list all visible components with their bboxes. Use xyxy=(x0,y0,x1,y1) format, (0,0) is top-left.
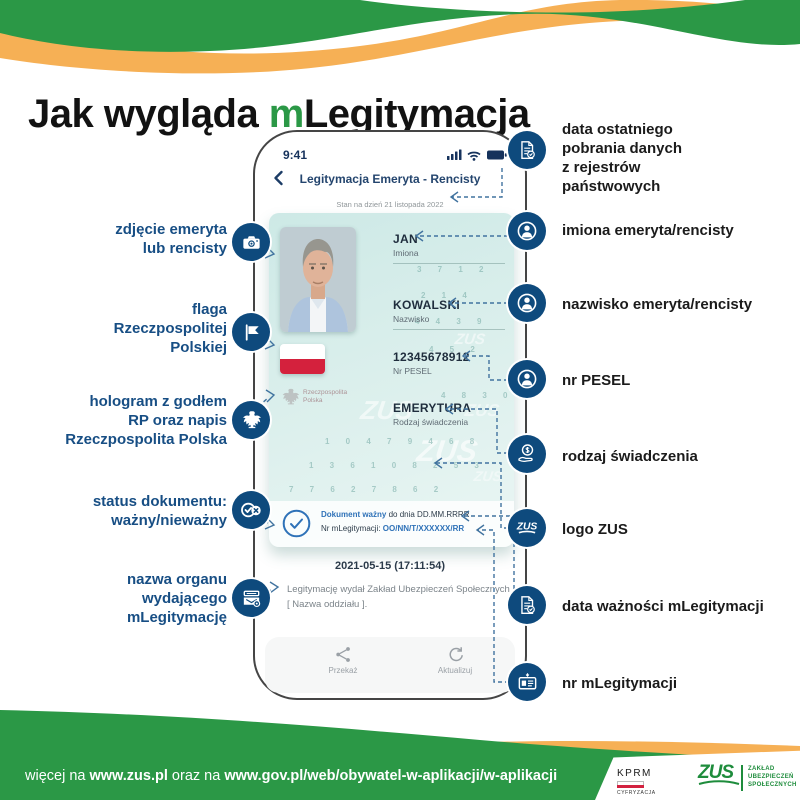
issuer-text: Legitymację wydał Zakład Ubezpieczeń Spo… xyxy=(287,584,510,610)
footer-oraz-text: oraz na xyxy=(167,768,225,784)
person-icon xyxy=(508,284,546,322)
status-bar-icons xyxy=(447,149,507,161)
security-digits: 4 5 2 xyxy=(429,345,482,354)
field-divider xyxy=(393,263,505,264)
label-logo-zus: logo ZUS xyxy=(562,521,628,538)
label-imiona: imiona emeryta/rencisty xyxy=(562,222,734,239)
przekaz-button[interactable]: Przekaż xyxy=(308,646,378,675)
kprm-logo: KPRM CYFRYZACJA xyxy=(617,768,656,796)
zus-logo-text: ZAKŁAD UBEZPIECZEŃ SPOŁECZNYCH xyxy=(748,766,797,788)
screen-title: Legitymacja Emeryta - Rencisty xyxy=(299,172,481,186)
field-rodzaj-swiadczenia: EMERYTURA Rodzaj świadczenia xyxy=(393,401,472,427)
refresh-icon xyxy=(449,647,463,662)
title-part1: Jak wygląda xyxy=(28,92,269,136)
footer-more-text: więcej na xyxy=(25,768,90,784)
zus-footer-wordmark: ZUS xyxy=(698,762,734,783)
label-rodzaj-swiadczenia: rodzaj świadczenia xyxy=(562,448,698,465)
document-check-icon xyxy=(508,586,546,624)
portrait-photo xyxy=(280,227,356,332)
security-digits: 1 3 6 1 0 8 2 5 3 xyxy=(309,461,486,470)
label-flag: flaga Rzeczpospolitej Polskiej xyxy=(113,301,227,356)
zus-footer-logo: ZUS ZAKŁAD UBEZPIECZEŃ SPOŁECZNYCH xyxy=(698,762,796,791)
gov-url: www.gov.pl/web/obywatel-w-aplikacji/w-ap… xyxy=(224,768,558,784)
holder-photo xyxy=(280,227,356,332)
zus-wordmark: ZUS xyxy=(516,522,538,533)
signal-icon xyxy=(447,149,462,160)
label-nazwisko: nazwisko emeryta/rencisty xyxy=(562,296,753,313)
title-m-green: m xyxy=(268,92,305,136)
eagle-icon xyxy=(232,401,270,439)
top-wave-decoration xyxy=(0,0,800,74)
timestamp: 2021-05-15 (17:11:54) xyxy=(334,560,446,572)
label-issuing-authority: nazwa organu wydającego mLegitymację xyxy=(126,571,227,626)
wifi-icon xyxy=(467,151,481,161)
field-pesel: 12345678912 Nr PESEL xyxy=(393,350,470,376)
valid-check-icon xyxy=(282,509,311,538)
issuer-icon xyxy=(232,579,270,617)
document-check-icon xyxy=(508,131,546,169)
security-digits: 4 8 3 0 xyxy=(441,391,514,400)
label-photo: zdjęcie emeryta lub rencisty xyxy=(115,221,227,257)
page-title: Jak wygląda mLegitymacja xyxy=(28,92,530,137)
battery-icon xyxy=(487,150,507,160)
label-data-pobrania: data ostatniego pobrania danych z rejestr… xyxy=(562,121,683,195)
benefit-icon xyxy=(508,435,546,473)
field-imiona: JAN Imiona xyxy=(393,232,419,258)
mlegitymacja-card: ZUS ZUS ZUS ZUS ZUS 3 7 1 2 2 1 4 4 4 3 … xyxy=(269,213,514,547)
zus-logo-divider xyxy=(741,765,743,791)
mlegitymacja-number-line: Nr mLegitymacji: OO/NN/T/XXXXXX/RR xyxy=(321,524,465,533)
zus-logo-icon: ZUS xyxy=(508,509,546,547)
security-digits: 3 7 1 2 xyxy=(417,265,491,274)
action-bar: Przekaż Aktualizuj xyxy=(265,637,515,693)
security-digits: 4 4 3 9 xyxy=(415,317,489,326)
footer-links: więcej na www.zus.pl oraz na www.gov.pl/… xyxy=(25,768,557,784)
label-data-waznosci: data ważności mLegitymacji xyxy=(562,598,764,615)
label-nr-mlegitymacji: nr mLegitymacji xyxy=(562,675,678,692)
flag-icon xyxy=(232,313,270,351)
kprm-wordmark: KPRM xyxy=(617,768,652,779)
person-icon xyxy=(508,212,546,250)
status-time: 9:41 xyxy=(283,148,308,162)
zus-url: www.zus.pl xyxy=(89,768,168,784)
security-digits: 7 7 6 2 7 8 6 2 xyxy=(289,485,446,494)
field-divider xyxy=(393,329,505,330)
hologram-text: Rzeczpospolita Polska xyxy=(303,389,348,404)
kprm-subtitle: CYFRYZACJA xyxy=(617,790,656,796)
aktualizuj-button[interactable]: Aktualizuj xyxy=(420,646,490,675)
security-digits: 2 1 4 xyxy=(421,291,474,300)
phone-mockup: 9:41 Legitymacja Emeryta - Rencisty Stan… xyxy=(253,130,527,700)
label-document-status: status dokumentu: ważny/nieważny xyxy=(92,493,227,529)
kprm-flag-bar xyxy=(617,781,644,788)
id-card-icon xyxy=(508,663,546,701)
back-button[interactable] xyxy=(270,169,288,187)
validity-panel: Dokument ważny do dnia DD.MM.RRRR Nr mLe… xyxy=(269,501,514,547)
data-status-line: Stan na dzień 21 listopada 2022 xyxy=(336,200,444,209)
share-icon xyxy=(335,647,350,662)
validity-line: Dokument ważny do dnia DD.MM.RRRR xyxy=(321,510,470,519)
valid-invalid-icon xyxy=(232,491,270,529)
title-part3: Legitymacja xyxy=(303,92,530,136)
hologram-eagle-icon xyxy=(282,388,300,405)
field-nazwisko: KOWALSKI Nazwisko xyxy=(393,298,461,324)
security-digits: 1 0 4 7 9 4 6 8 xyxy=(325,437,482,446)
zus-watermark: ZUS xyxy=(472,468,504,484)
poland-flag-image xyxy=(280,344,325,374)
zus-swoosh xyxy=(698,780,740,785)
label-pesel: nr PESEL xyxy=(562,372,631,389)
hologram-emblem: Rzeczpospolita Polska xyxy=(279,385,379,409)
camera-icon xyxy=(232,223,270,261)
label-hologram: hologram z godłem RP oraz napis Rzeczposp… xyxy=(65,393,227,448)
footer-logo-panel: KPRM CYFRYZACJA ZUS ZAKŁAD UBEZPIECZEŃ S… xyxy=(595,750,800,800)
person-icon xyxy=(508,360,546,398)
